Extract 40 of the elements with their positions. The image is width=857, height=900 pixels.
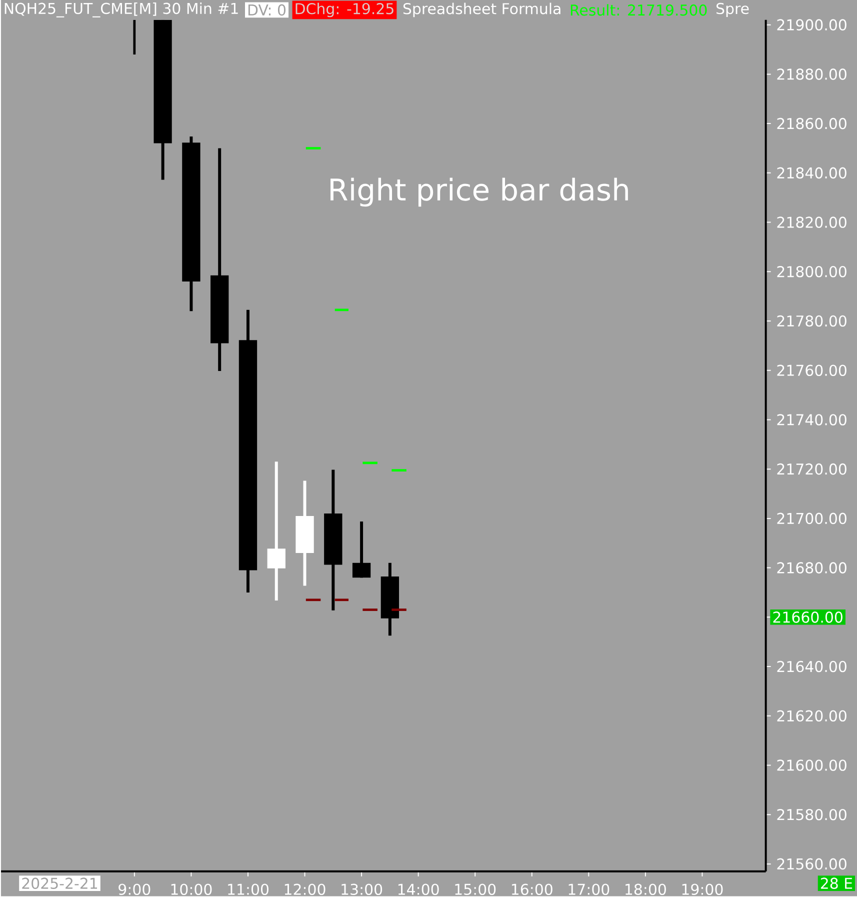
text: 21660.00 <box>773 612 842 623</box>
chart-title: NQH25_FUT_CME[M] 30 Min #1 <box>4 2 238 18</box>
text: Spre <box>716 2 749 18</box>
text: DChg: -19.25 <box>296 2 394 18</box>
y-tick-label: 21640.00 <box>777 660 846 672</box>
y-tick-label: 21800.00 <box>777 266 846 278</box>
x-tick-label: 19:00 <box>682 884 723 896</box>
y-tick-label: 21720.00 <box>777 463 846 475</box>
x-tick-label: 12:00 <box>284 884 326 896</box>
x-tick-label: 11:00 <box>228 884 268 896</box>
x-tick-label: 13:00 <box>341 884 382 896</box>
x-tick-label: 16:00 <box>512 884 552 896</box>
x-tick-label: 10:00 <box>171 884 212 896</box>
y-tick-label: 21600.00 <box>777 760 846 771</box>
text: Spreadsheet Formula <box>403 2 560 18</box>
y-tick-label: 21740.00 <box>777 414 846 426</box>
y-tick-label: 21700.00 <box>777 512 846 524</box>
text: Result: 21719.500 <box>570 4 707 16</box>
y-tick-label: 21840.00 <box>777 167 846 179</box>
annotation: Right price bar dash <box>330 178 628 207</box>
y-tick-label: 21880.00 <box>777 68 846 80</box>
text: 2025-2-21 <box>22 878 97 889</box>
candlestick <box>267 460 286 602</box>
y-tick-label: 21680.00 <box>777 562 846 574</box>
text: DV: 0 <box>248 4 286 16</box>
candlestick <box>352 520 370 580</box>
y-tick-label: 21820.00 <box>777 216 846 228</box>
y-tick-label: 21620.00 <box>777 710 846 722</box>
y-tick-label: 21900.00 <box>777 19 846 30</box>
x-tick-label: 17:00 <box>568 884 609 896</box>
y-tick-label: 21860.00 <box>777 118 846 130</box>
x-tick-label: 15:00 <box>455 884 496 896</box>
x-tick-label: 9:00 <box>118 884 150 896</box>
x-tick-label: 18:00 <box>625 884 666 896</box>
y-tick-label: 21580.00 <box>777 808 846 820</box>
y-tick-label: 21560.00 <box>777 858 846 870</box>
y-tick-label: 21760.00 <box>777 364 846 376</box>
y-tick-label: 21780.00 <box>777 315 846 327</box>
text: 28 E <box>820 878 852 889</box>
x-tick-label: 14:00 <box>398 884 439 896</box>
